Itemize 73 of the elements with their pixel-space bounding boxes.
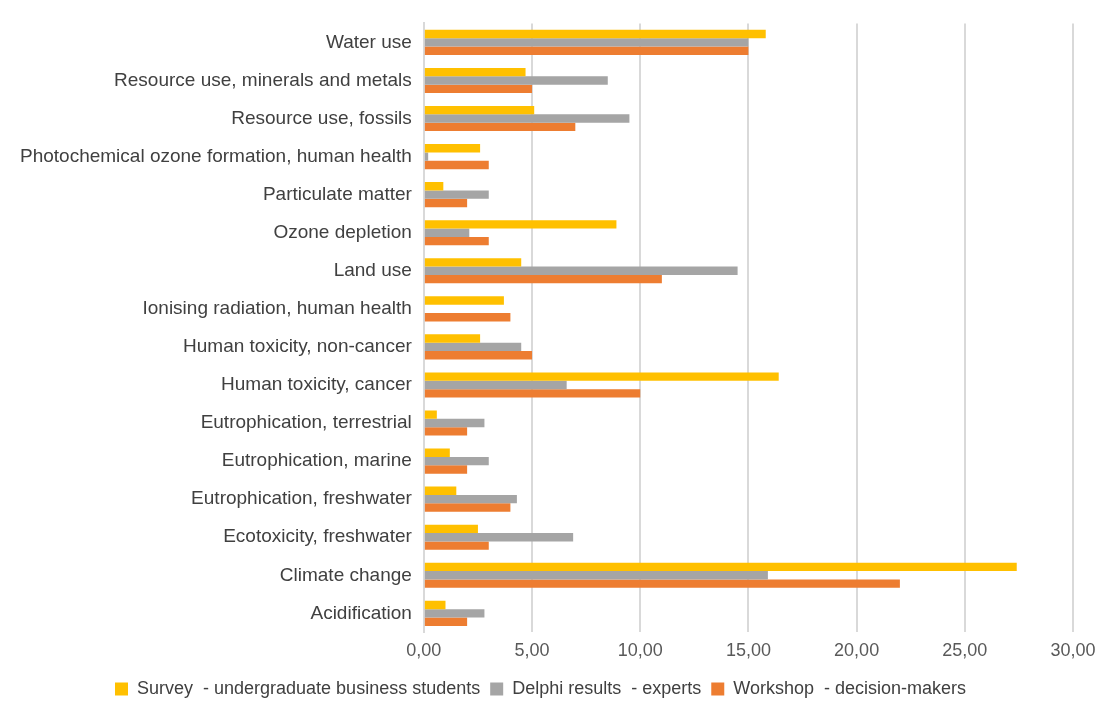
y-tick-label: Acidification [310, 601, 412, 623]
bar [424, 313, 511, 322]
bar [424, 503, 511, 512]
bar [424, 486, 457, 495]
y-tick-label: Photochemical ozone formation, human health [19, 144, 412, 166]
bar [424, 236, 489, 246]
bar [424, 342, 522, 352]
bar [424, 160, 489, 170]
bar [424, 106, 535, 115]
y-tick-label: Ozone depletion [273, 220, 412, 242]
bar [424, 609, 485, 618]
bar [424, 122, 576, 132]
x-tick-label: 0,00 [406, 640, 442, 661]
y-tick-label: Land use [333, 259, 412, 281]
bar [424, 351, 533, 360]
bar [424, 334, 481, 343]
bar [424, 380, 567, 390]
bar [424, 296, 504, 305]
bar [424, 38, 749, 47]
bar [424, 571, 768, 580]
bar [424, 198, 468, 208]
bar [424, 152, 429, 161]
y-tick-label: Eutrophication, terrestrial [200, 411, 412, 433]
bar [424, 372, 779, 381]
y-tick-label: Human toxicity, non-cancer [183, 335, 413, 357]
y-tick-label: Ionising radiation, human health [142, 297, 412, 319]
bar [424, 258, 522, 267]
y-tick-label: Water use [325, 30, 412, 52]
bar [424, 76, 608, 85]
y-tick-label: Resource use, minerals and metals [114, 68, 412, 90]
bar [424, 190, 489, 199]
bar [424, 494, 517, 504]
x-tick-label: 5,00 [514, 640, 550, 661]
y-tick-label: Particulate matter [262, 182, 413, 204]
bar [424, 29, 766, 39]
bar [424, 46, 749, 55]
legend-label: Workshop - decision-makers [733, 677, 967, 698]
x-tick-label: 10,00 [617, 640, 663, 661]
bar [424, 84, 533, 94]
y-tick-label: Ecotoxicity, freshwater [223, 525, 413, 547]
y-tick-label: Resource use, fossils [231, 106, 412, 128]
y-tick-label: Eutrophication, marine [221, 449, 412, 471]
bar [424, 228, 470, 237]
bar [424, 114, 630, 123]
bar [424, 533, 574, 542]
legend-label: Delphi results - experts [512, 677, 702, 698]
bar [424, 524, 478, 534]
bar [424, 541, 489, 550]
bar [424, 579, 900, 588]
x-tick-label: 30,00 [1050, 640, 1096, 661]
bar [424, 448, 450, 457]
x-tick-label: 15,00 [725, 640, 771, 661]
bar [424, 465, 468, 474]
y-tick-label: Climate change [279, 563, 412, 585]
bar [424, 274, 662, 284]
x-tick-label: 25,00 [942, 640, 988, 661]
y-tick-label: Eutrophication, freshwater [191, 487, 413, 509]
bar [424, 427, 468, 436]
x-tick-label: 20,00 [834, 640, 880, 661]
bar [424, 389, 641, 398]
bar [424, 562, 1017, 572]
y-tick-label: Human toxicity, cancer [221, 373, 413, 395]
bar [424, 67, 526, 77]
bar [424, 144, 481, 153]
bar [424, 182, 444, 191]
bar [424, 266, 738, 275]
bar [424, 456, 489, 466]
bar [424, 220, 617, 229]
bar [424, 418, 485, 428]
bar [424, 410, 437, 419]
legend-label: Survey - undergraduate business students [136, 677, 481, 698]
bar [424, 600, 446, 610]
bar [424, 617, 468, 626]
